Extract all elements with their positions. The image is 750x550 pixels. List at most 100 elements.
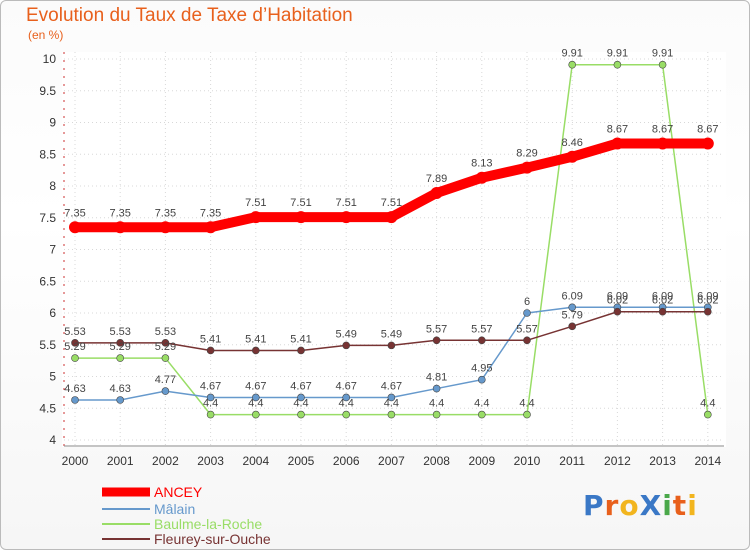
logo-letter: i [687,489,698,522]
data-point [71,339,79,347]
data-point [658,60,667,69]
data-label: 8.67 [652,123,673,135]
data-label: 4.67 [335,380,356,392]
data-label: 4.4 [519,398,534,410]
data-label: 4.4 [248,398,263,410]
data-point [568,60,577,69]
data-label: 6.02 [652,295,673,307]
data-label: 5.49 [335,328,356,340]
data-point [116,354,124,362]
data-label: 7.35 [155,207,176,219]
data-point [475,171,488,184]
data-point [114,221,127,234]
data-point [477,375,486,384]
data-label: 8.13 [471,158,492,170]
data-point [703,410,712,419]
y-tick-label: 4.5 [39,401,56,415]
chart-subtitle: (en %) [28,28,64,42]
legend-label: Mâlain [154,501,195,517]
x-tick-label: 2011 [559,454,585,468]
data-label: 7.51 [290,197,311,209]
data-point [523,336,531,345]
data-point [521,161,533,174]
y-tick-label: 7.5 [39,211,56,225]
x-tick-label: 2002 [152,454,179,468]
data-point [204,221,217,234]
data-label: 4.63 [64,383,85,395]
data-label: 5.79 [561,309,582,321]
data-point [295,211,307,224]
data-point [71,354,79,362]
data-label: 6.02 [697,295,718,307]
data-label: 8.46 [561,137,582,149]
x-tick-label: 2013 [649,454,676,468]
data-point [523,410,531,419]
data-point [161,339,170,347]
y-tick-label: 4 [49,433,56,447]
data-label: 5.29 [155,341,176,353]
logo-letter: P [583,489,605,522]
data-label: 7.35 [200,207,221,219]
data-label: 8.67 [697,123,718,135]
data-point [385,211,398,224]
data-label: 4.4 [384,398,399,410]
data-point [658,307,667,316]
data-label: 4.95 [471,363,492,375]
data-label: 4.67 [245,380,266,392]
data-point [161,354,170,362]
legend-label: ANCEY [154,484,203,500]
data-point [387,393,396,402]
data-point [656,137,669,150]
logo-letter: i [662,489,673,522]
x-tick-label: 2004 [242,454,269,468]
data-label: 6 [524,296,530,308]
proxiti-logo: ProXiti [583,489,698,522]
x-tick-label: 2014 [694,454,721,468]
data-point [252,393,260,402]
data-label: 6.09 [561,290,582,302]
y-tick-label: 6.5 [39,274,56,288]
data-point [71,396,79,404]
data-label: 5.41 [200,333,221,345]
data-label: 9.91 [652,48,673,60]
data-label: 8.67 [607,123,628,135]
data-point [342,341,351,350]
data-point [252,410,260,419]
data-point [566,150,579,163]
data-label: 4.63 [109,383,130,395]
x-tick-label: 2005 [288,454,315,468]
data-label: 7.51 [335,197,356,209]
data-label: 8.29 [516,148,537,160]
data-point [523,309,531,317]
y-tick-label: 5.5 [39,338,56,352]
data-label: 5.29 [109,341,130,353]
data-point [703,307,712,316]
data-point [69,221,81,234]
data-point [297,393,305,402]
data-label: 4.4 [293,398,308,410]
data-point [432,336,441,345]
data-label: 5.57 [516,323,537,335]
data-label: 6.02 [607,295,628,307]
logo-letter: r [604,489,620,522]
y-tick-label: 6 [49,306,56,320]
data-label: 7.35 [64,207,85,219]
data-label: 4.4 [700,398,715,410]
data-label: 7.89 [426,173,447,185]
data-point [340,211,353,224]
logo-letter: t [672,489,688,522]
data-point [206,410,215,419]
logo-letter: X [639,489,663,522]
data-label: 7.51 [245,197,266,209]
data-point [159,221,172,234]
data-point [613,307,622,316]
x-tick-label: 2007 [378,454,405,468]
chart-title: Evolution du Taux de Taxe d’Habitation [26,5,353,26]
data-label: 9.91 [561,48,582,60]
data-label: 5.29 [64,341,85,353]
data-point [477,410,486,419]
data-label: 5.49 [381,328,402,340]
x-tick-label: 2001 [107,454,134,468]
data-point [206,393,215,402]
data-point [249,211,262,224]
